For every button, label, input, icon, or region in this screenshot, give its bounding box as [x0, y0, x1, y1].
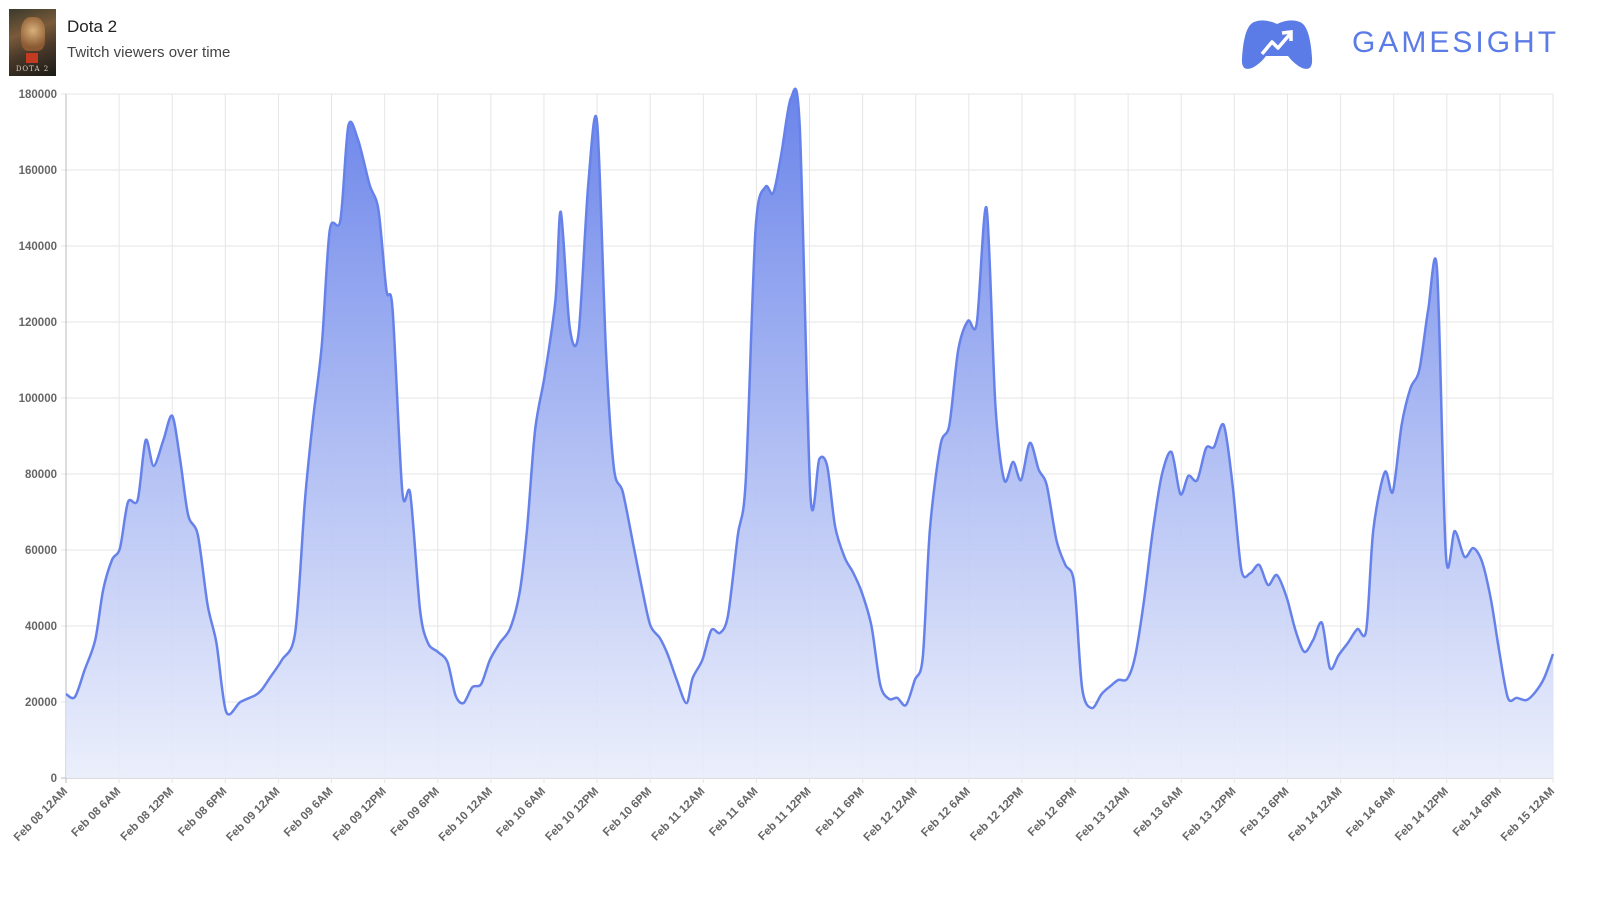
- y-tick-label: 120000: [19, 317, 57, 329]
- x-tick-label: Feb 09 6PM: [389, 786, 442, 839]
- y-tick-label: 60000: [25, 545, 57, 557]
- hero-figure: [21, 17, 45, 51]
- y-tick-label: 100000: [19, 393, 57, 405]
- x-tick-label: Feb 13 12PM: [1181, 786, 1239, 844]
- x-tick-label: Feb 13 6AM: [1132, 786, 1186, 840]
- y-tick-label: 140000: [19, 241, 57, 253]
- y-tick-label: 160000: [19, 165, 57, 177]
- x-tick-label: Feb 12 6AM: [919, 786, 973, 840]
- x-tick-label: Feb 11 12PM: [756, 786, 813, 843]
- x-tick-label: Feb 09 12AM: [224, 786, 282, 844]
- x-tick-label: Feb 09 12PM: [331, 786, 389, 844]
- x-tick-label: Feb 13 12AM: [1074, 786, 1132, 844]
- x-tick-label: Feb 08 6PM: [176, 786, 229, 839]
- dota-logo-mark: [26, 53, 38, 63]
- x-tick-label: Feb 08 12PM: [119, 786, 177, 844]
- x-tick-label: Feb 14 6PM: [1451, 786, 1504, 839]
- x-tick-label: Feb 11 12AM: [650, 786, 708, 844]
- x-tick-label: Feb 11 6PM: [814, 786, 867, 839]
- x-tick-label: Feb 14 12PM: [1393, 786, 1451, 844]
- y-tick-label: 80000: [25, 469, 57, 481]
- y-tick-label: 0: [51, 773, 57, 785]
- x-tick-label: Feb 08 12AM: [12, 786, 70, 844]
- x-tick-label: Feb 12 6PM: [1026, 786, 1079, 839]
- viewers-area: [66, 88, 1553, 778]
- chart-subtitle: Twitch viewers over time: [67, 44, 231, 61]
- viewers-line: [65, 87, 1555, 716]
- x-tick-label: Feb 14 12AM: [1286, 786, 1344, 844]
- x-tick-label: Feb 14 6AM: [1344, 786, 1398, 840]
- x-tick-label: Feb 13 6PM: [1238, 786, 1291, 839]
- game-title: Dota 2: [67, 17, 118, 36]
- x-tick-label: Feb 10 12AM: [437, 786, 495, 844]
- x-tick-label: Feb 12 12AM: [862, 786, 920, 844]
- x-tick-label: Feb 11 6AM: [707, 786, 760, 839]
- gamesight-controller-icon: [1241, 20, 1313, 69]
- gamesight-wordmark: GAMESIGHT: [1352, 26, 1560, 59]
- game-thumbnail: DOTA 2: [9, 9, 56, 76]
- x-tick-label: Feb 15 12AM: [1499, 786, 1557, 844]
- thumbnail-text: DOTA 2: [15, 65, 50, 73]
- y-tick-label: 180000: [19, 89, 57, 101]
- x-tick-label: Feb 09 6AM: [282, 786, 336, 840]
- y-tick-label: 20000: [25, 697, 57, 709]
- x-tick-label: Feb 10 6PM: [601, 786, 654, 839]
- x-tick-label: Feb 12 12PM: [968, 786, 1026, 844]
- x-tick-label: Feb 10 12PM: [543, 786, 601, 844]
- y-tick-label: 40000: [25, 621, 57, 633]
- x-tick-label: Feb 10 6AM: [494, 786, 548, 840]
- x-tick-label: Feb 08 6AM: [70, 786, 124, 840]
